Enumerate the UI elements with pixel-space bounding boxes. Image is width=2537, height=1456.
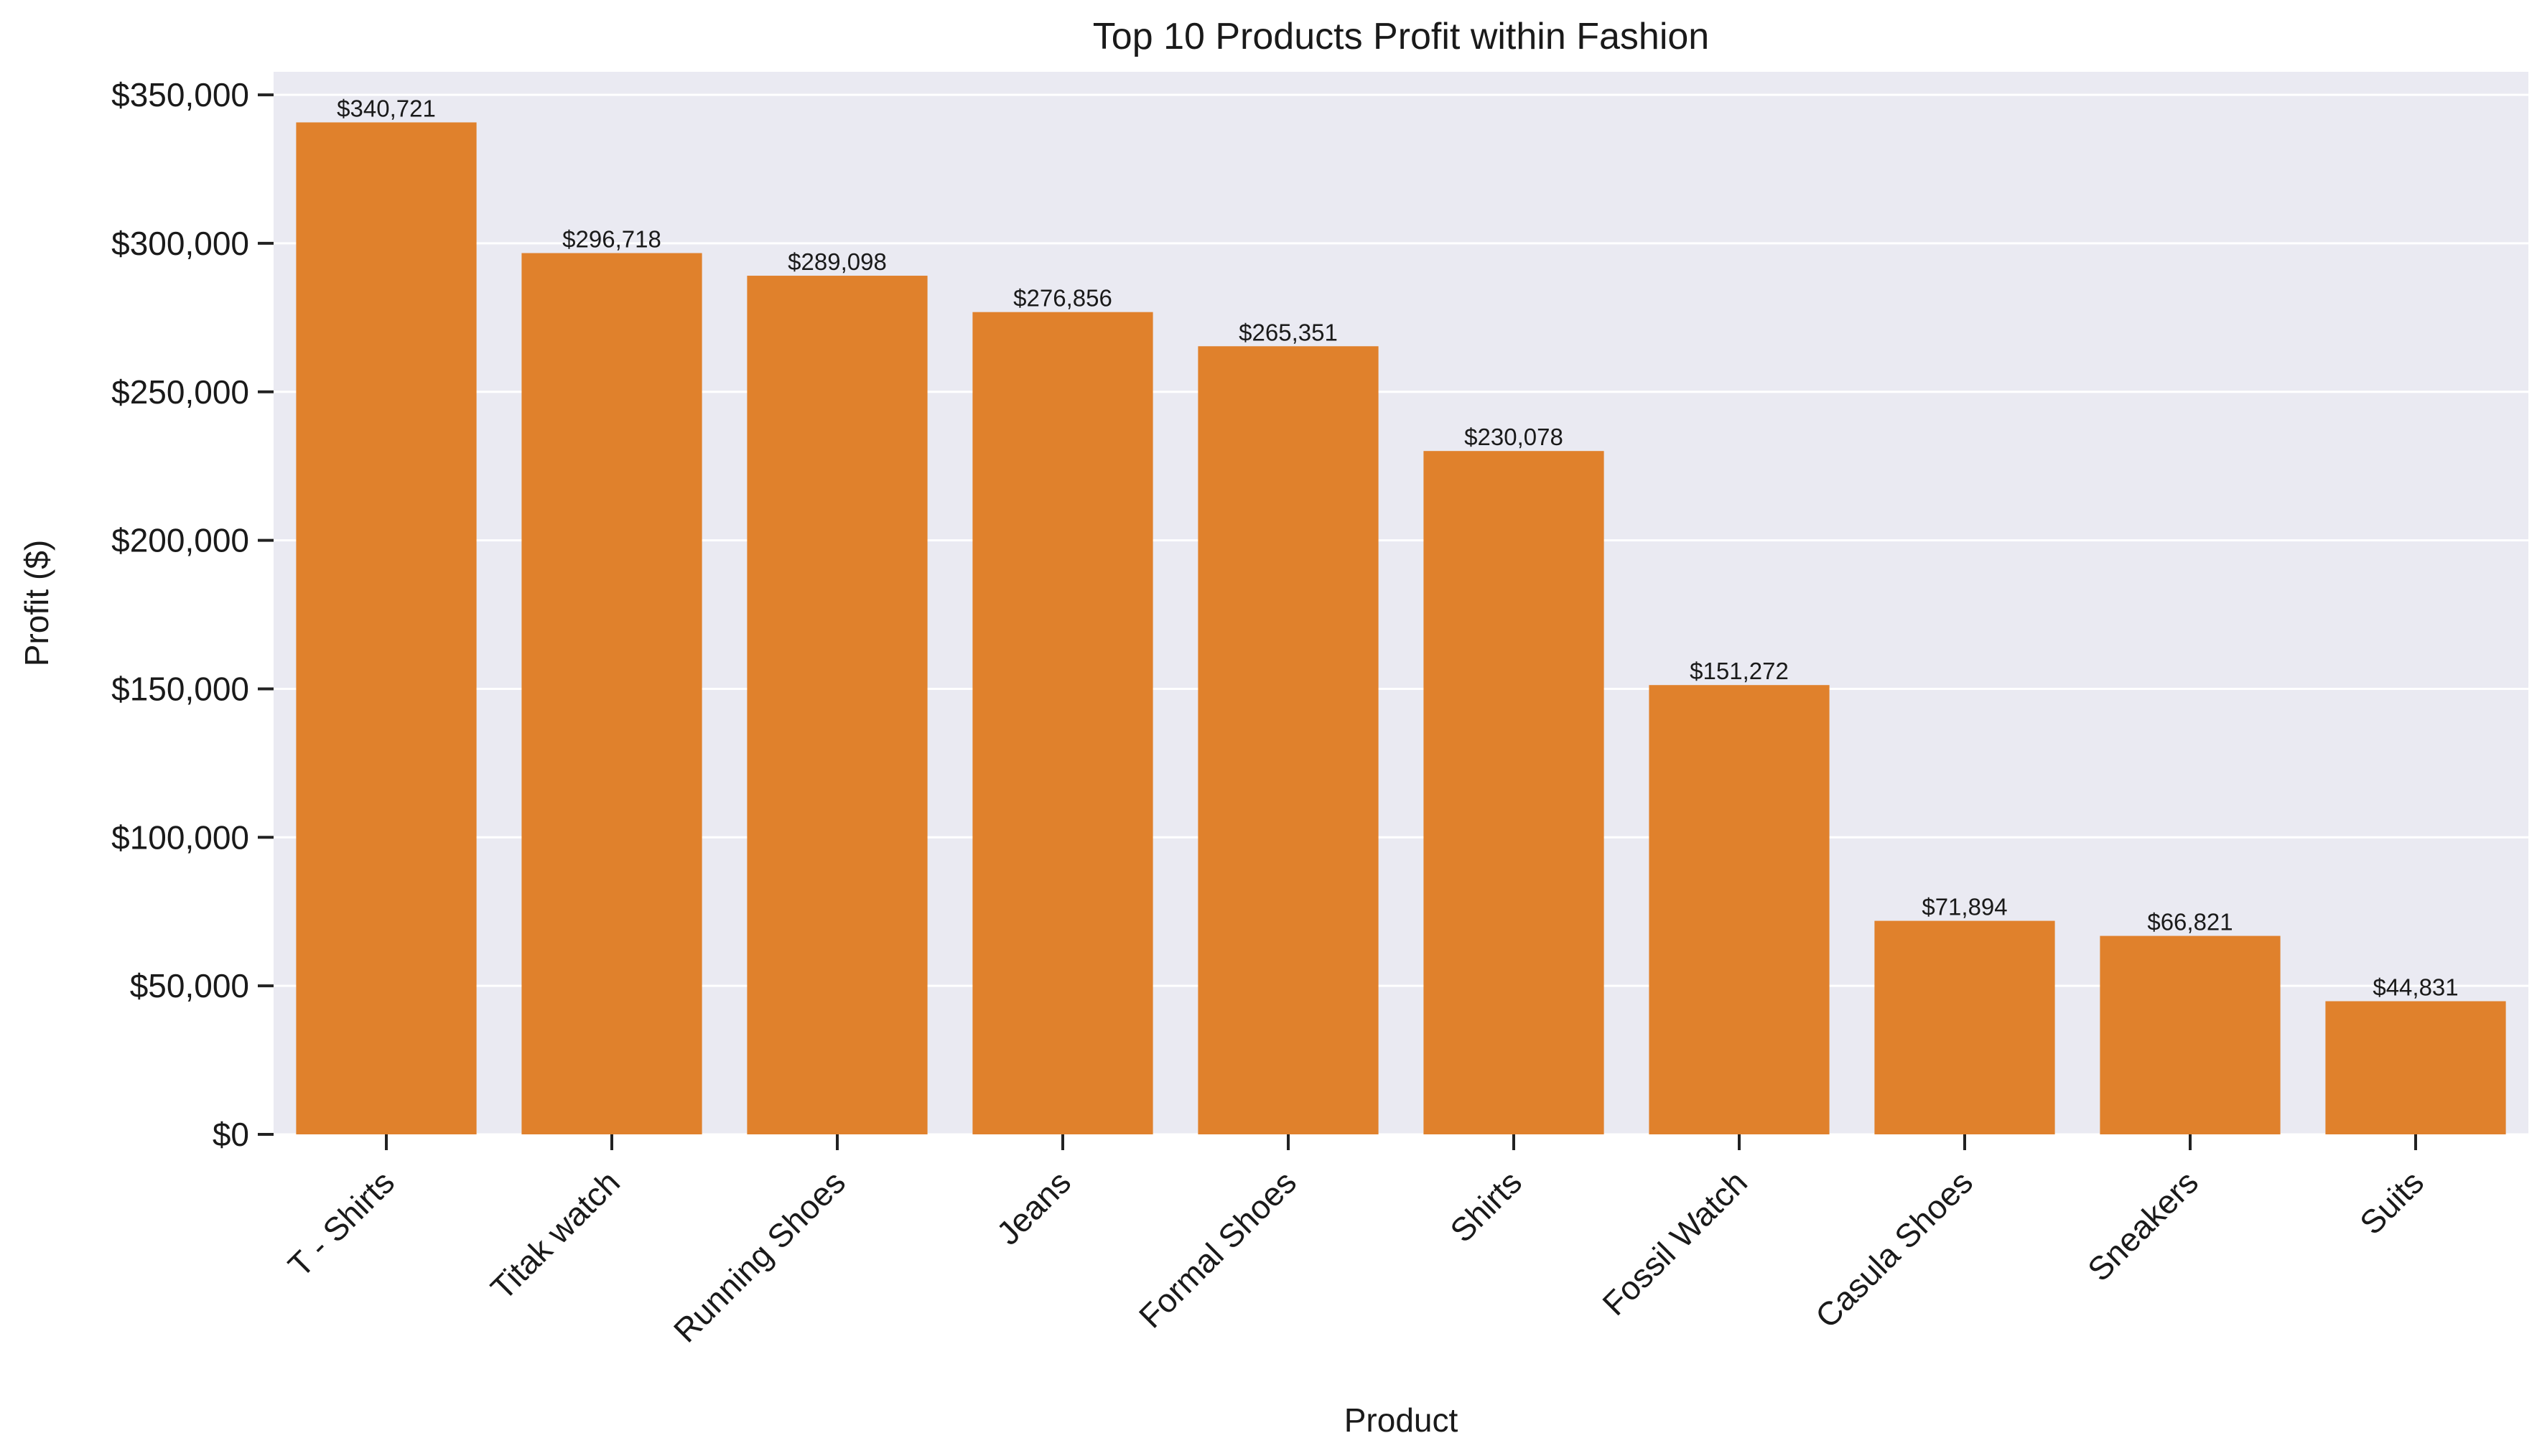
x-tick-label: Suits <box>2352 1163 2431 1241</box>
bar <box>2325 1001 2506 1134</box>
x-tick-label: Casula Shoes <box>1808 1163 1980 1335</box>
bar-value-label: $44,831 <box>2373 974 2458 1001</box>
bar <box>747 276 928 1135</box>
y-tick-label: $300,000 <box>111 225 249 262</box>
bar-value-label: $71,894 <box>1922 894 2007 920</box>
bar <box>972 312 1153 1134</box>
bar <box>1649 685 1830 1134</box>
x-tick-label: Sneakers <box>2080 1163 2205 1288</box>
x-tick-label: T - Shirts <box>281 1163 401 1284</box>
bar-value-label: $230,078 <box>1464 424 1563 450</box>
y-tick-label: $150,000 <box>111 670 249 707</box>
bar-value-label: $289,098 <box>788 248 887 275</box>
x-tick-label: Titak watch <box>483 1163 627 1307</box>
bar <box>2100 935 2281 1134</box>
value-labels: $340,721 $296,718 $289,098 $276,856 $265,351… <box>337 95 2458 1000</box>
x-tick-label: Running Shoes <box>666 1163 852 1349</box>
x-axis-label: Product <box>1344 1401 1458 1439</box>
bar-value-label: $265,351 <box>1239 319 1338 345</box>
y-tick-label: $0 <box>213 1116 249 1153</box>
chart-title: Top 10 Products Profit within Fashion <box>1093 16 1709 57</box>
x-tick-label: Formal Shoes <box>1132 1163 1303 1335</box>
bar <box>296 122 477 1135</box>
y-axis-ticks: $0 $50,000 $100,000 $150,000 $200,000 $250,00… <box>111 76 274 1153</box>
y-tick-label: $50,000 <box>130 967 249 1004</box>
bar-value-label: $66,821 <box>2147 909 2233 935</box>
bar-value-label: $296,718 <box>562 226 661 253</box>
x-tick-label: Jeans <box>990 1163 1079 1252</box>
y-tick-label: $250,000 <box>111 373 249 411</box>
bar-value-label: $340,721 <box>337 95 436 121</box>
x-axis-ticks: T - Shirts Titak watch Running Shoes Jeans F… <box>281 1134 2431 1350</box>
bar-value-label: $151,272 <box>1690 658 1789 684</box>
x-tick-label: Shirts <box>1443 1163 1529 1249</box>
bar <box>1874 920 2055 1134</box>
x-tick-label: Fossil Watch <box>1595 1163 1754 1322</box>
bar <box>1423 451 1604 1134</box>
y-tick-label: $200,000 <box>111 522 249 559</box>
y-tick-label: $350,000 <box>111 76 249 113</box>
y-axis-label: Profit ($) <box>18 540 55 666</box>
bar <box>521 253 702 1135</box>
bar <box>1198 346 1379 1135</box>
bars <box>296 122 2506 1135</box>
y-tick-label: $100,000 <box>111 818 249 856</box>
bar-value-label: $276,856 <box>1013 285 1112 312</box>
